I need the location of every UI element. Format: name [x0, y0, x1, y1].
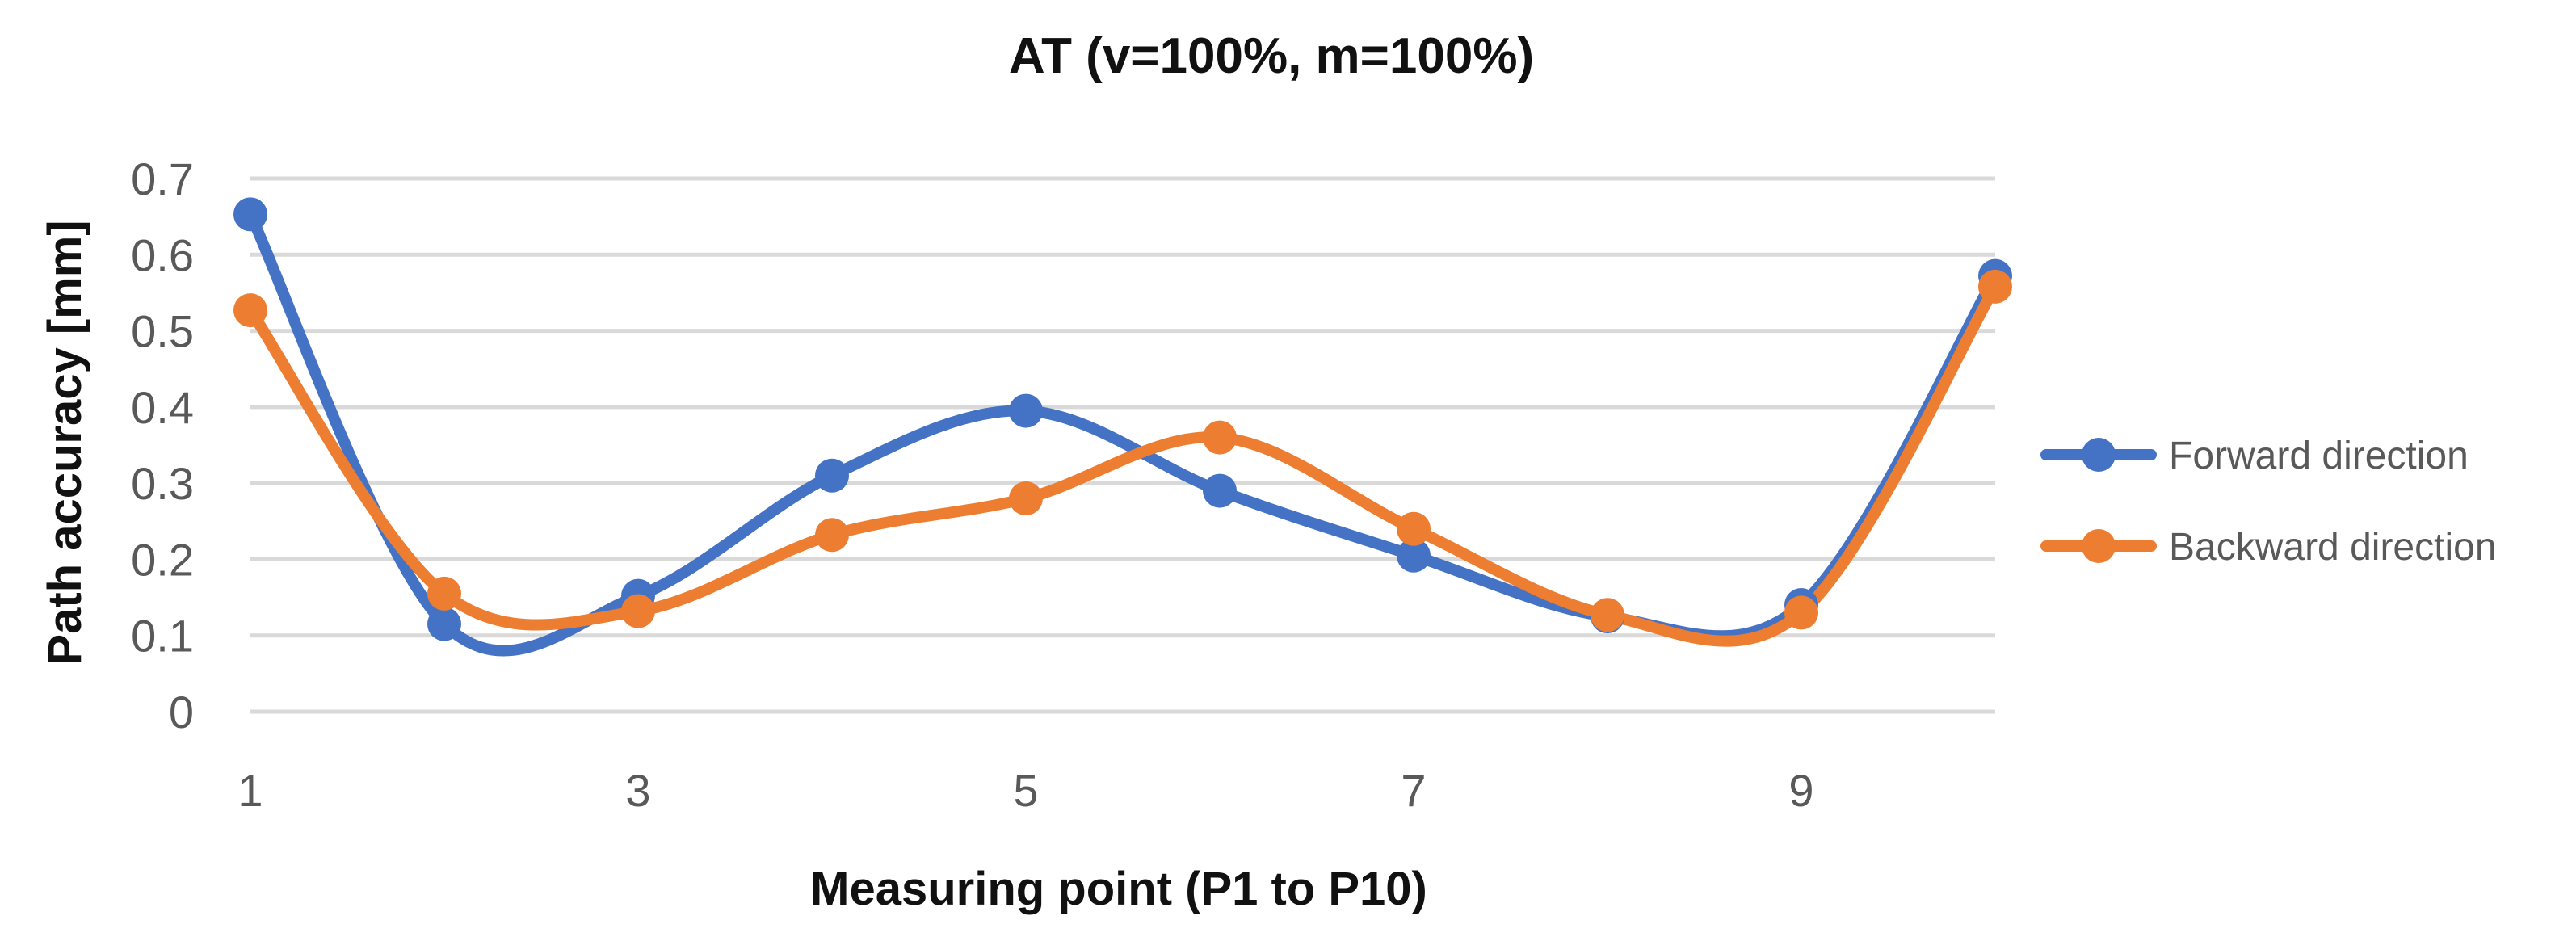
legend-label-forward: Forward direction — [2169, 435, 2469, 477]
series-line-forward — [245, 208, 2001, 657]
data-point-backward — [621, 594, 655, 628]
x-tick-label: 5 — [1013, 765, 1038, 816]
data-point-forward — [427, 607, 461, 641]
y-tick-label: 0.3 — [131, 458, 194, 509]
legend: Forward direction Backward direction — [2040, 435, 2497, 569]
y-tick-label: 0.1 — [131, 611, 194, 662]
data-point-forward — [1009, 393, 1043, 428]
y-tick-label: 0.4 — [131, 382, 194, 433]
data-point-backward — [427, 576, 461, 611]
data-point-backward — [1978, 269, 2012, 304]
data-point-backward — [1009, 481, 1043, 515]
x-tick-label: 3 — [625, 765, 650, 816]
x-axis-ticks: 1 3 5 7 9 — [237, 765, 1813, 816]
data-point-forward — [815, 458, 849, 493]
series-markers — [233, 197, 2012, 641]
y-tick-label: 0.5 — [131, 306, 194, 357]
series-line-backward — [245, 280, 2001, 647]
y-axis-title: Path accuracy [mm] — [39, 220, 91, 665]
data-point-backward — [1784, 595, 1818, 630]
data-point-backward — [1203, 420, 1237, 455]
data-point-forward — [1203, 473, 1237, 508]
x-tick-label: 1 — [237, 765, 263, 816]
y-tick-label: 0 — [169, 687, 194, 737]
chart-title: AT (v=100%, m=100%) — [1009, 28, 1534, 84]
data-point-forward — [1397, 538, 1431, 573]
series-lines — [245, 208, 2001, 657]
x-axis-title: Measuring point (P1 to P10) — [810, 863, 1427, 915]
y-tick-label: 0.2 — [131, 534, 194, 585]
y-tick-label: 0.6 — [131, 229, 194, 280]
x-tick-label: 7 — [1401, 765, 1426, 816]
data-point-backward — [815, 518, 849, 553]
legend-label-backward: Backward direction — [2169, 526, 2497, 569]
data-point-backward — [1591, 598, 1624, 632]
data-point-forward — [233, 197, 267, 232]
gridlines — [250, 176, 1995, 714]
x-tick-label: 9 — [1788, 765, 1813, 816]
y-tick-label: 0.7 — [131, 153, 194, 204]
legend-swatch-marker-forward — [2082, 438, 2116, 472]
data-point-backward — [233, 293, 267, 328]
y-axis-ticks: 0 0.1 0.2 0.3 0.4 0.5 0.6 0.7 — [131, 153, 194, 737]
data-point-backward — [1397, 511, 1431, 546]
legend-swatch-marker-backward — [2082, 529, 2116, 563]
